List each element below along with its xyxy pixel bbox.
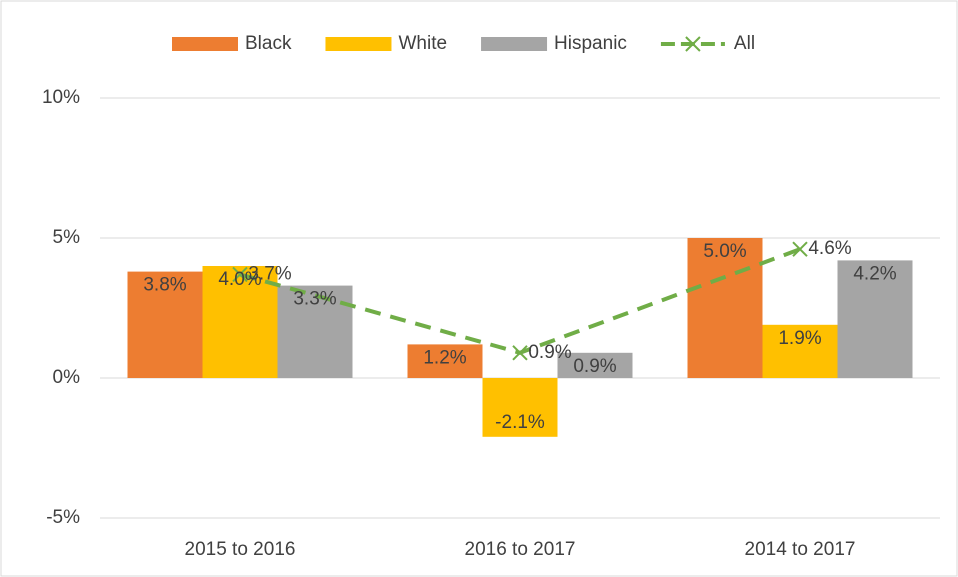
bar — [277, 285, 353, 378]
x-tick-label: 2014 to 2017 — [745, 539, 856, 560]
legend-label: White — [398, 33, 447, 54]
y-tick-label: 0% — [53, 367, 81, 388]
data-label: 3.7% — [248, 263, 291, 284]
data-label: 0.9% — [528, 342, 571, 363]
bar — [687, 238, 763, 378]
data-label: 1.2% — [423, 347, 466, 368]
legend-label: All — [734, 33, 755, 54]
y-tick-label: -5% — [46, 507, 80, 528]
bar — [557, 352, 633, 378]
data-label: 4.0% — [218, 269, 261, 290]
data-label: 4.6% — [808, 238, 851, 259]
legend-marker — [685, 36, 701, 52]
y-tick-label: 10% — [42, 87, 80, 108]
line-marker — [232, 266, 248, 283]
bar — [762, 324, 838, 378]
line-marker — [512, 345, 528, 361]
legend-swatch — [172, 37, 238, 51]
data-label: 4.2% — [853, 263, 896, 284]
bar — [482, 378, 558, 437]
bar — [407, 344, 483, 378]
x-tick-label: 2016 to 2017 — [465, 539, 576, 560]
x-tick-label: 2015 to 2016 — [185, 539, 296, 560]
legend-label: Black — [245, 33, 292, 54]
line-marker — [792, 241, 808, 257]
data-label: 3.8% — [143, 275, 186, 296]
data-label: 1.9% — [778, 328, 821, 349]
legend-swatch — [325, 37, 392, 51]
bar — [202, 266, 278, 378]
data-label: 5.0% — [703, 241, 746, 262]
y-tick-label: 5% — [53, 227, 81, 248]
data-label: 0.9% — [573, 356, 616, 377]
data-label: -2.1% — [495, 412, 545, 433]
bar — [837, 260, 913, 378]
bar — [127, 271, 203, 378]
data-label: 3.3% — [293, 289, 336, 310]
legend-label: Hispanic — [554, 33, 627, 54]
legend-swatch — [481, 37, 548, 51]
